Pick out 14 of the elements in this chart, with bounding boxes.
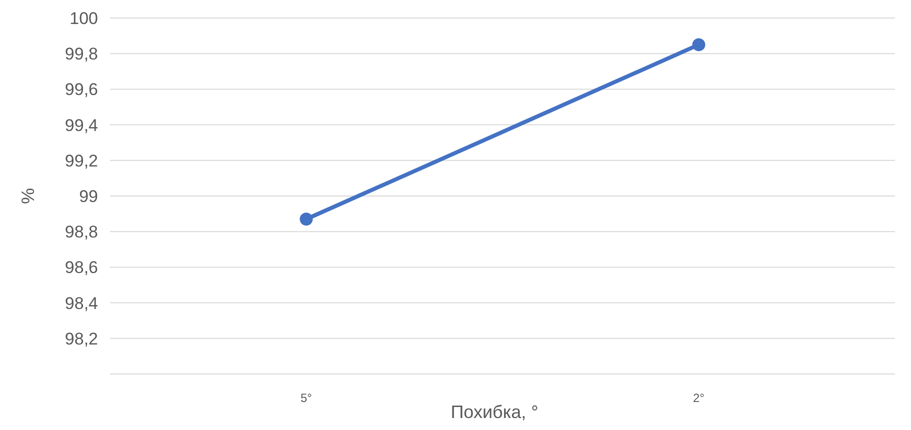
x-tick-label: 5° xyxy=(300,391,312,405)
y-tick-label: 98,2 xyxy=(64,329,98,348)
y-tick-label: 99,4 xyxy=(64,116,98,135)
y-tick-label: 98,6 xyxy=(64,258,98,278)
y-tick-label: 99 xyxy=(79,186,98,206)
y-axis-title: % xyxy=(18,188,38,204)
y-tick-label: 99,2 xyxy=(64,151,98,170)
y-tick-label: 100 xyxy=(70,8,98,28)
y-tick-label: 98,8 xyxy=(64,222,98,242)
y-tick-label: 99,6 xyxy=(64,80,98,100)
x-tick-label: 2° xyxy=(693,391,705,405)
y-tick-label: 99,8 xyxy=(64,44,98,64)
x-axis-title: Похибка, ° xyxy=(450,402,538,422)
y-tick-label: 98,4 xyxy=(64,294,98,313)
